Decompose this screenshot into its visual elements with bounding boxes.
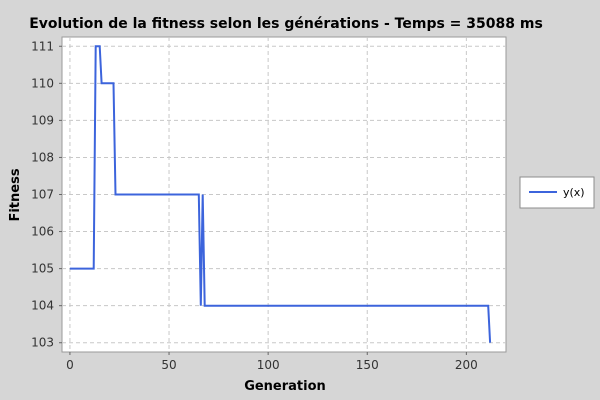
x-tick-label: 100 [257, 358, 280, 372]
x-tick-label: 50 [161, 358, 176, 372]
x-axis-title: Generation [244, 379, 326, 394]
x-axis-ticks: 0 50 100 150 200 [66, 352, 478, 372]
x-tick-label: 200 [455, 358, 478, 372]
y-tick-label: 110 [31, 76, 54, 90]
y-axis-title: Fitness [8, 168, 23, 221]
y-tick-label: 107 [31, 188, 54, 202]
x-tick-label: 150 [356, 358, 379, 372]
y-tick-label: 106 [31, 225, 54, 239]
y-axis-ticks: 103 104 105 106 107 108 109 110 111 [31, 39, 62, 350]
y-tick-label: 104 [31, 299, 54, 313]
chart-title: Evolution de la fitness selon les généra… [29, 16, 543, 32]
series-lines [69, 45, 492, 343]
y-tick-label: 109 [31, 113, 54, 127]
legend: y(x) [519, 176, 595, 209]
y-tick-label: 105 [31, 262, 54, 276]
series-line [69, 45, 492, 343]
y-tick-label: 103 [31, 336, 54, 350]
y-tick-label: 111 [31, 39, 54, 53]
y-tick-label: 108 [31, 150, 54, 164]
legend-label: y(x) [563, 186, 585, 199]
x-tick-label: 0 [66, 358, 74, 372]
